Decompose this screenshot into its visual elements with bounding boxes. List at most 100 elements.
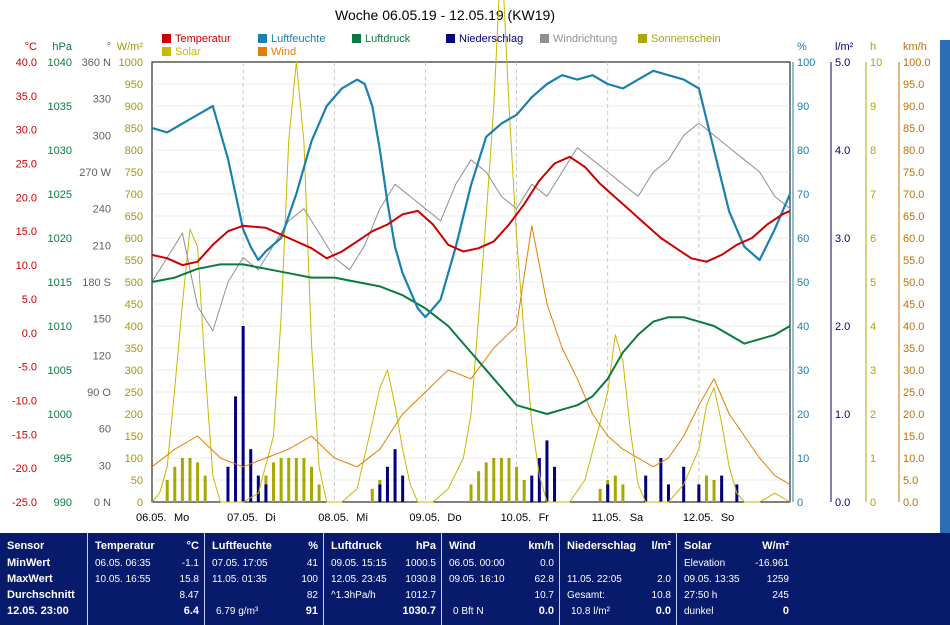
- rain-header: Niederschlag: [567, 540, 637, 552]
- left-axis-tick: 650: [125, 211, 143, 223]
- right-axis-tick: 60: [797, 233, 809, 245]
- right-axis-tick: 20.0: [903, 409, 924, 421]
- rain-bar: [537, 458, 541, 502]
- rain-bar: [659, 458, 663, 502]
- legend-label: Wind: [271, 46, 296, 58]
- right-axes: %1009080706050403020100l/m²5.04.03.02.01…: [792, 41, 931, 509]
- sunshine-bar: [180, 458, 184, 502]
- left-axis-tick: 120: [93, 350, 111, 362]
- wind-unit: km/h: [528, 540, 554, 552]
- left-axis-tick: 1040: [48, 57, 72, 69]
- right-axis-tick: 3: [870, 365, 876, 377]
- legend-swatch: [352, 34, 361, 43]
- right-axis-tick: 0.0: [835, 497, 850, 509]
- press-max-value: 1030.8: [405, 574, 436, 585]
- rain-bar: [385, 466, 389, 502]
- pressure-header: Luftdruck: [331, 540, 382, 552]
- right-axis-tick: 80: [797, 145, 809, 157]
- right-axis-tick: 50: [797, 277, 809, 289]
- left-axis-tick: 150: [125, 431, 143, 443]
- min-label: MinWert: [7, 557, 51, 569]
- rain-section: Niederschlag l/m² 11.05. 22:05 2.0 Gesam…: [559, 533, 677, 625]
- rain-sum: 10.8 l/m²: [571, 606, 610, 617]
- solar-state: dunkel: [684, 606, 714, 617]
- right-axis-tick: 3.0: [835, 233, 850, 245]
- legend-label: Windrichtung: [553, 33, 617, 45]
- hum-absolute: 6.79 g/m³: [216, 606, 259, 617]
- left-axis-tick: 1000: [48, 409, 72, 421]
- rain-bar: [720, 475, 724, 502]
- chart-title: Woche 06.05.19 - 12.05.19 (KW19): [335, 7, 555, 23]
- solar-unit: W/m²: [762, 540, 789, 552]
- left-axis-tick: 240: [93, 204, 111, 216]
- left-axis-tick: 50: [131, 475, 143, 487]
- left-axis-tick: 40.0: [16, 57, 37, 69]
- legend-swatch: [446, 34, 455, 43]
- sunshine-bar: [310, 466, 313, 502]
- right-axis-unit: %: [797, 41, 807, 53]
- sunshine-value: 245: [772, 590, 789, 601]
- left-axis-tick: 1030: [48, 145, 72, 157]
- solar-elevation-value: -16.961: [755, 558, 789, 569]
- sunshine-bar: [477, 471, 481, 502]
- legend-label: Temperatur: [175, 33, 231, 45]
- press-min-time: 09.05. 15:15: [331, 558, 387, 569]
- left-axis-tick: 10.0: [16, 260, 37, 272]
- hum-max-time: 11.05. 01:35: [212, 574, 267, 585]
- right-axis-tick: 50.0: [903, 277, 924, 289]
- sunshine-bar: [188, 458, 192, 502]
- rain-bar: [644, 475, 648, 502]
- left-axis-tick: 500: [125, 277, 143, 289]
- left-axis-tick: 1015: [48, 277, 72, 289]
- wind-section: Wind km/h 06.05. 00:00 0.0 09.05. 16:10 …: [441, 533, 560, 625]
- left-axis-unit: °C: [25, 41, 37, 53]
- sunshine-bar: [287, 458, 291, 502]
- x-axis-date: 06.05.: [136, 512, 167, 524]
- pressure-unit: hPa: [415, 540, 436, 552]
- legend-label: Niederschlag: [459, 33, 523, 45]
- sunshine-bar: [165, 480, 169, 502]
- sensor-section: Sensor MinWert MaxWert Durchschnitt 12.0…: [0, 533, 87, 625]
- rain-bar: [545, 440, 549, 502]
- right-axis-tick: 0: [870, 497, 876, 509]
- solar-max-value: 1259: [766, 574, 789, 585]
- rain-total-value: 10.8: [651, 590, 671, 601]
- left-axis-tick: 35.0: [16, 91, 37, 103]
- left-axis-tick: 60: [99, 424, 111, 436]
- sunshine-bar: [317, 484, 321, 502]
- left-axis-tick: 1035: [48, 101, 72, 113]
- x-axis-weekday: Mo: [174, 512, 189, 524]
- left-axis-tick: 750: [125, 167, 143, 179]
- right-axis-tick: 9: [870, 101, 876, 113]
- press-trend: ^1.3hPa/h: [331, 590, 376, 601]
- left-axis-tick: -25.0: [12, 497, 37, 509]
- wind-line: [151, 225, 791, 485]
- right-axis-tick: 35.0: [903, 343, 924, 355]
- rain-total-label: Gesamt:: [567, 590, 605, 601]
- legend-swatch: [162, 34, 171, 43]
- left-axis-tick: 0.0: [22, 328, 37, 340]
- right-axis-tick: 25.0: [903, 387, 924, 399]
- left-axis-tick: 0: [137, 497, 143, 509]
- rain-bar: [256, 475, 260, 502]
- hum-current-value: 91: [305, 605, 318, 617]
- sunshine-bar: [492, 458, 496, 502]
- temperature-unit: °C: [186, 540, 199, 552]
- sensor-header: Sensor: [7, 540, 45, 552]
- right-axis-tick: 70: [797, 189, 809, 201]
- right-axis-tick: 2: [870, 409, 876, 421]
- legend-swatch: [258, 34, 267, 43]
- left-axis-tick: 150: [93, 314, 111, 326]
- wind-avg-value: 10.7: [534, 590, 554, 601]
- rain-bar: [606, 484, 610, 502]
- wind-current-value: 0.0: [538, 605, 554, 617]
- humidity-unit: %: [308, 540, 318, 552]
- rain-bar: [378, 484, 382, 502]
- left-axis-tick: 90 O: [87, 387, 111, 399]
- right-axis-tick: 0: [797, 497, 803, 509]
- left-axis-tick: 1010: [48, 321, 72, 333]
- right-axis-tick: 1: [870, 453, 876, 465]
- left-axis-tick: 25.0: [16, 159, 37, 171]
- wind-max-time: 09.05. 16:10: [449, 574, 505, 585]
- x-axis-weekday: Fr: [539, 512, 550, 524]
